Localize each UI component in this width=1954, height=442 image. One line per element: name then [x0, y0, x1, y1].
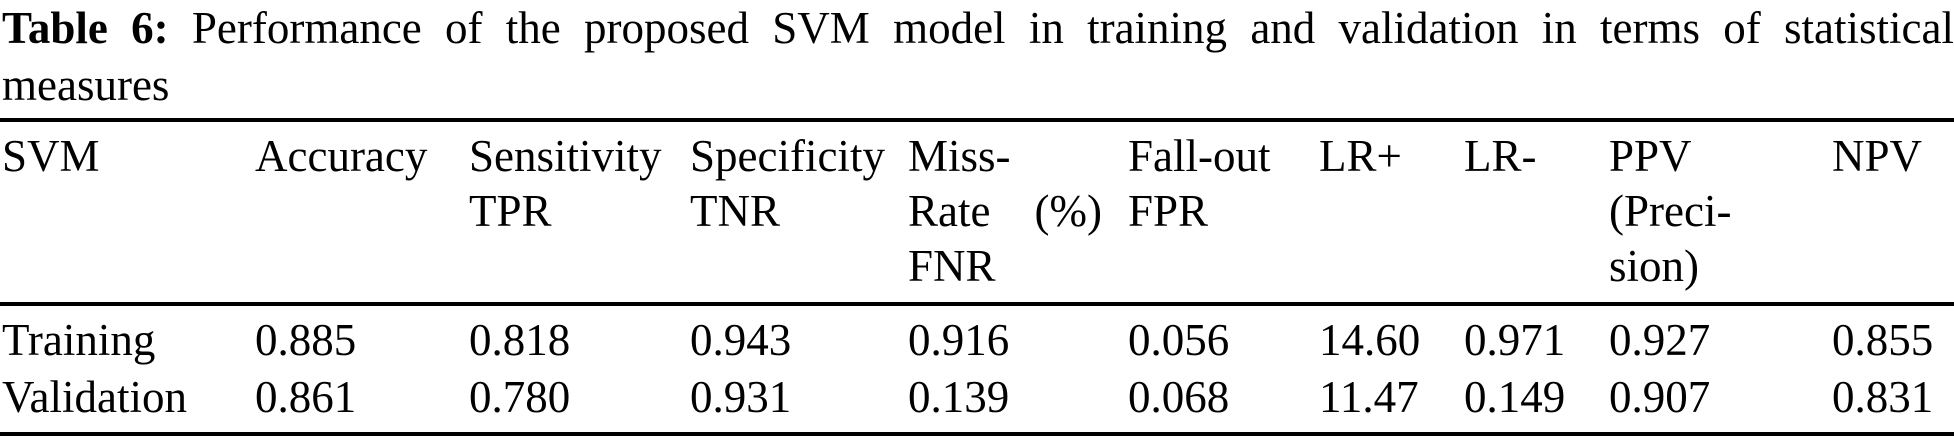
cell-training-miss-rate: 0.916 [908, 315, 1010, 365]
cell-training-lr-minus: 0.971 [1464, 315, 1566, 365]
col-header-svm: SVM [0, 120, 253, 306]
cell-training-fall-out: 0.056 [1128, 315, 1230, 365]
table-row-training: Training 0.885 0.818 0.943 0.916 0.056 1… [0, 304, 1954, 369]
row-label-validation: Validation [2, 372, 187, 422]
cell-validation-ppv: 0.907 [1609, 372, 1711, 422]
caption-text: Performance of the proposed SVM model in… [191, 3, 1954, 53]
col-header-fall-out: Fall-out FPR [1126, 120, 1317, 306]
col-header-specificity: Specificity TNR [688, 120, 906, 306]
svm-performance-table: SVM Accuracy Sensitivity TPR Specificity… [0, 118, 1954, 436]
header-row: SVM Accuracy Sensitivity TPR Specificity… [0, 120, 1954, 306]
table-row-validation: Validation 0.861 0.780 0.931 0.139 0.068… [0, 369, 1954, 434]
col-header-sensitivity: Sensitivity TPR [467, 120, 688, 306]
cell-validation-miss-rate: 0.139 [908, 372, 1010, 422]
cell-training-accuracy: 0.885 [255, 315, 357, 365]
col-header-accuracy: Accuracy [253, 120, 467, 306]
caption-label: Table 6: [2, 3, 169, 53]
cell-validation-lr-plus: 11.47 [1319, 372, 1419, 422]
cell-training-ppv: 0.927 [1609, 315, 1711, 365]
cell-validation-sensitivity: 0.780 [469, 372, 571, 422]
cell-validation-npv: 0.831 [1832, 372, 1934, 422]
col-header-lr-minus: LR- [1462, 120, 1607, 306]
table-caption: Table 6: Performance of the proposed SVM… [0, 0, 1954, 114]
cell-training-lr-plus: 14.60 [1319, 315, 1421, 365]
row-label-training: Training [2, 315, 156, 365]
cell-validation-specificity: 0.931 [690, 372, 792, 422]
caption-line-2: measures [2, 60, 170, 110]
col-header-miss-rate: Miss- Rate (%) FNR [906, 120, 1126, 306]
cell-validation-accuracy: 0.861 [255, 372, 357, 422]
cell-training-npv: 0.855 [1832, 315, 1934, 365]
col-header-lr-plus: LR+ [1317, 120, 1462, 306]
col-header-ppv: PPV (Preci- sion) [1607, 120, 1830, 306]
cell-training-sensitivity: 0.818 [469, 315, 571, 365]
cell-training-specificity: 0.943 [690, 315, 792, 365]
col-header-npv: NPV [1830, 120, 1954, 306]
cell-validation-fall-out: 0.068 [1128, 372, 1230, 422]
caption-line-1: Table 6: Performance of the proposed SVM… [2, 0, 1954, 57]
cell-validation-lr-minus: 0.149 [1464, 372, 1566, 422]
